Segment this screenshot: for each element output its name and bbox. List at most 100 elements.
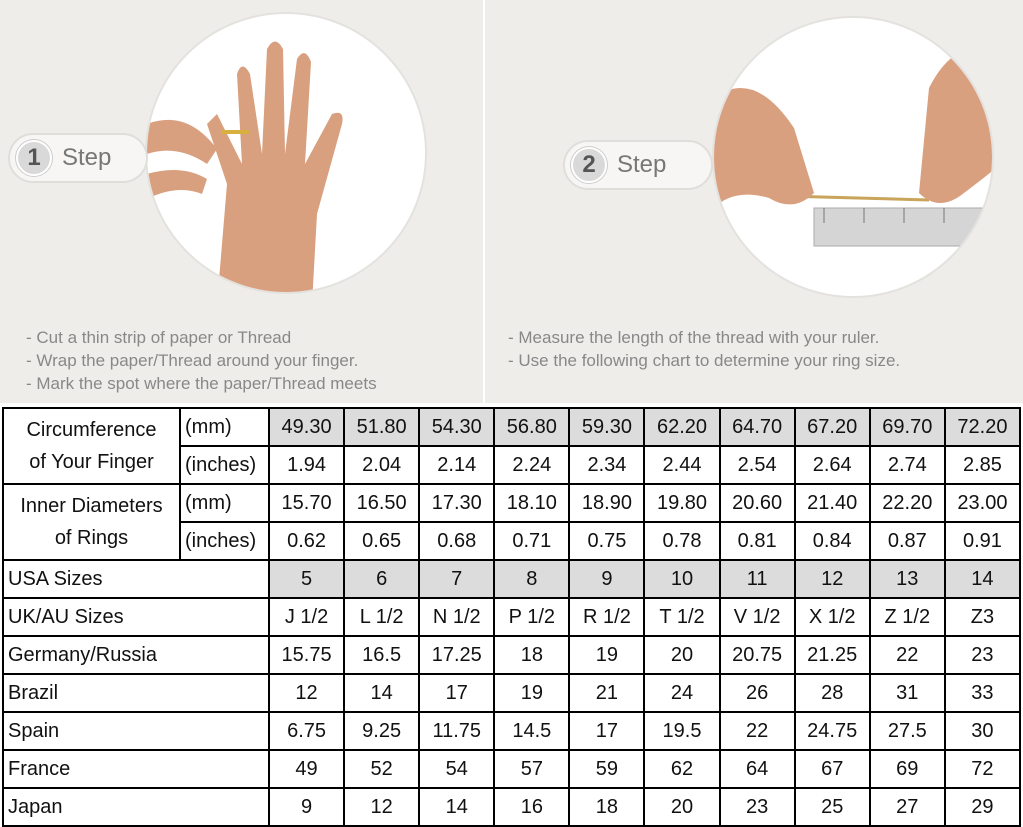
table-cell: 5 (267, 559, 346, 599)
row-label: France (2, 749, 270, 789)
table-cell: X 1/2 (793, 597, 871, 637)
table-cell: 18.90 (568, 483, 646, 523)
step-label: Step (62, 144, 112, 171)
table-cell: 6 (343, 559, 421, 599)
table-cell: 49 (267, 749, 346, 789)
table-cell: 20.60 (718, 483, 796, 523)
table-cell: 19 (568, 635, 646, 675)
table-cell: 17.25 (418, 635, 496, 675)
table-cell: 18 (568, 787, 646, 827)
table-cell: J 1/2 (267, 597, 346, 637)
divider (483, 0, 485, 403)
table-cell: 23 (943, 635, 1022, 675)
ruler-illustration (712, 16, 994, 298)
table-row: Circumference of Your Finger (mm) 49.30 51.8… (2, 407, 1022, 485)
table-cell: 0.71 (493, 521, 571, 561)
table-cell: 2.54 (718, 445, 796, 485)
table-cell: 49.30 (267, 407, 346, 447)
table-cell: 27 (868, 787, 946, 827)
step-label: Step (617, 151, 667, 178)
table-cell: 11 (718, 559, 796, 599)
row-label: Circumference of Your Finger (2, 407, 181, 485)
table-cell: 2.24 (493, 445, 571, 485)
instruction: Measure the length of the thread with yo… (508, 326, 900, 349)
table-cell: 18 (493, 635, 571, 675)
table-cell: 12 (343, 787, 421, 827)
table-cell: 56.80 (493, 407, 571, 447)
table-cell: 59 (568, 749, 646, 789)
table-cell: 19.5 (643, 711, 721, 751)
row-label-line: Circumference (26, 419, 157, 441)
table-cell: 62 (643, 749, 721, 789)
table-cell: 24.75 (793, 711, 871, 751)
table-cell: 14 (418, 787, 496, 827)
table-cell: 2.85 (943, 445, 1022, 485)
table-cell: 69.70 (868, 407, 946, 447)
table-cell: 0.65 (343, 521, 421, 561)
table-cell: 24 (643, 673, 721, 713)
table-cell: 15.70 (267, 483, 346, 523)
instructions-panel: 1 Step Cut a thin strip of paper or Thre… (0, 0, 1023, 403)
table-cell: 67 (793, 749, 871, 789)
table-cell: 20 (643, 787, 721, 827)
table-cell: 18.10 (493, 483, 571, 523)
table-cell: 12 (793, 559, 871, 599)
table-cell: 2.64 (793, 445, 871, 485)
row-label: USA Sizes (2, 559, 270, 599)
table-cell: 64.70 (718, 407, 796, 447)
table-row: UK/AU Sizes J 1/2 L 1/2 N 1/2 P 1/2 R 1/2 T 1/… (2, 597, 1022, 637)
table-cell: 10 (643, 559, 721, 599)
table-cell: 11.75 (418, 711, 496, 751)
step-number: 2 (571, 147, 607, 183)
table-cell: 21.40 (793, 483, 871, 523)
table-cell: 25 (793, 787, 871, 827)
table-cell: R 1/2 (568, 597, 646, 637)
table-cell: 19.80 (643, 483, 721, 523)
table-cell: 15.75 (267, 635, 346, 675)
table-cell: 16 (493, 787, 571, 827)
table-cell: P 1/2 (493, 597, 571, 637)
table-cell: 9 (568, 559, 646, 599)
table-cell: 28 (793, 673, 871, 713)
table-row: Germany/Russia 15.75 16.5 17.25 18 19 20 20.75 2… (2, 635, 1022, 675)
ring-size-table: Circumference of Your Finger (mm) 49.30 51.8… (2, 407, 1022, 827)
table-cell: L 1/2 (343, 597, 421, 637)
table-cell: 1.94 (267, 445, 346, 485)
table-row: (inches) 0.62 0.65 0.68 0.71 0.75 0.78 0.81 0.84… (3, 521, 1022, 561)
table-cell: N 1/2 (418, 597, 496, 637)
table-cell: 9 (267, 787, 346, 827)
unit-label: (inches) (179, 445, 270, 485)
table-cell: 0.78 (643, 521, 721, 561)
table-cell: 69 (868, 749, 946, 789)
unit-label: (mm) (179, 407, 270, 447)
table-row: Inner Diameters of Rings (mm) 15.70 16.50 17.… (2, 483, 1022, 561)
step-1-instructions: Cut a thin strip of paper or Thread Wrap… (26, 326, 376, 395)
table-cell: 59.30 (568, 407, 646, 447)
table-cell: 23 (718, 787, 796, 827)
table-cell: 0.81 (718, 521, 796, 561)
table-cell: 33 (943, 673, 1022, 713)
row-label-line: of Your Finger (29, 451, 154, 473)
row-label: Japan (2, 787, 270, 827)
table-cell: 26 (718, 673, 796, 713)
table-cell: 2.34 (568, 445, 646, 485)
table-row: USA Sizes 5 6 7 8 9 10 11 12 13 14 (2, 559, 1022, 599)
step-number: 1 (16, 140, 52, 176)
table-cell: 19 (493, 673, 571, 713)
table-cell: Z3 (943, 597, 1022, 637)
row-label-line: Inner Diameters (20, 495, 163, 517)
table-cell: 0.75 (568, 521, 646, 561)
table-cell: 27.5 (868, 711, 946, 751)
table-cell: 52 (343, 749, 421, 789)
table-cell: 6.75 (267, 711, 346, 751)
table-row: Japan 9 12 14 16 18 20 23 25 27 29 (2, 787, 1022, 827)
table-cell: 7 (418, 559, 496, 599)
table-cell: 17 (568, 711, 646, 751)
table-cell: 64 (718, 749, 796, 789)
table-cell: 23.00 (943, 483, 1022, 523)
table-cell: 2.44 (643, 445, 721, 485)
table-row: Spain 6.75 9.25 11.75 14.5 17 19.5 22 24.75 27.5 3… (2, 711, 1022, 751)
table-cell: 14 (343, 673, 421, 713)
table-cell: 17.30 (418, 483, 496, 523)
table-cell: 21.25 (793, 635, 871, 675)
